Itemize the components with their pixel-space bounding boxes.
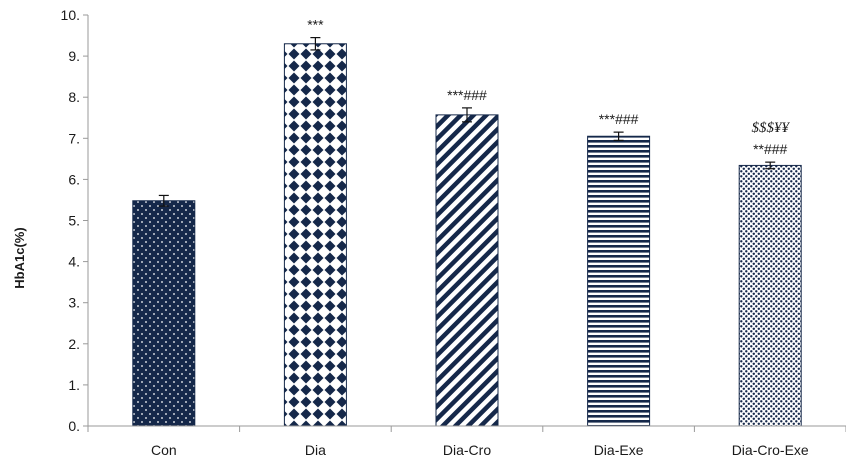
y-tick-label: 2. [68, 336, 80, 352]
x-category-label: Dia-Exe [594, 442, 644, 458]
significance-annotation: ***### [447, 87, 487, 103]
y-tick-label: 7. [68, 130, 80, 146]
y-tick-label: 10. [61, 7, 80, 23]
x-category-label: Con [151, 442, 177, 458]
y-tick-label: 6. [68, 171, 80, 187]
y-tick-label: 4. [68, 254, 80, 270]
bar-dia-cro [435, 114, 499, 427]
y-tick-label: 1. [68, 377, 80, 393]
y-tick-label: 0. [68, 418, 80, 434]
y-tick-label: 9. [68, 48, 80, 64]
x-category-label: Dia-Cro-Exe [732, 442, 809, 458]
y-tick-label: 5. [68, 213, 80, 229]
bar-dia [283, 43, 347, 427]
y-axis-label: HbA1c(%) [12, 227, 27, 288]
bar-dia-cro-exe [738, 164, 802, 427]
significance-annotation: **### [753, 141, 787, 157]
y-tick-label: 3. [68, 295, 80, 311]
x-category-label: Dia-Cro [443, 442, 491, 458]
significance-annotation: ***### [599, 111, 639, 127]
significance-annotation: *** [307, 17, 324, 33]
bar-dia-exe [587, 135, 651, 427]
y-tick-label: 8. [68, 89, 80, 105]
significance-annotation: $$$¥¥ [751, 120, 790, 136]
x-category-label: Dia [305, 442, 326, 458]
bar-con [132, 200, 196, 427]
